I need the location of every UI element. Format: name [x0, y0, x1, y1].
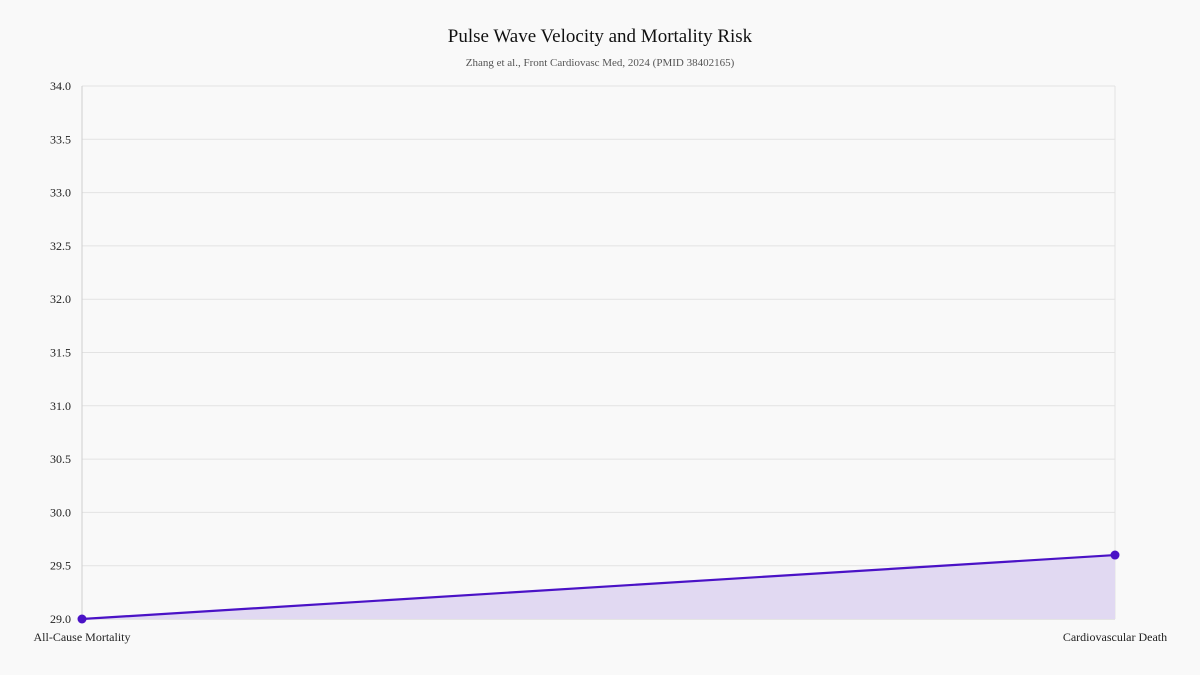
series-line [81, 553, 1116, 621]
chart-subtitle: Zhang et al., Front Cardiovasc Med, 2024… [465, 57, 735, 69]
y-tick-labels: 29.0 29.5 30.0 30.5 31.0 31.5 32.0 32.5 33.0 33.5… [50, 79, 71, 626]
chart-title: Pulse Wave Velocity and Mortality Risk [447, 26, 753, 47]
y-tick-label: 30.0 [50, 505, 71, 519]
x-tick-label: Cardiovascular Death [1063, 630, 1167, 644]
y-tick-label: 29.5 [50, 559, 71, 573]
data-point [77, 614, 87, 624]
y-tick-label: 31.0 [50, 399, 71, 413]
data-points [77, 550, 1120, 624]
series-line-path [81, 553, 1116, 621]
grid-lines [81, 85, 1116, 620]
y-tick-label: 30.5 [50, 452, 71, 466]
y-tick-label: 32.5 [50, 239, 71, 253]
y-tick-label: 34.0 [50, 79, 71, 93]
y-tick-label: 31.5 [50, 346, 71, 360]
y-tick-label: 33.0 [50, 186, 71, 200]
data-point [1110, 550, 1120, 560]
x-tick-label: All-Cause Mortality [34, 630, 131, 644]
x-tick-labels: All-Cause Mortality Cardiovascular Death [34, 630, 1168, 644]
y-tick-label: 32.0 [50, 292, 71, 306]
y-tick-label: 29.0 [50, 612, 71, 626]
y-tick-label: 33.5 [50, 132, 71, 146]
